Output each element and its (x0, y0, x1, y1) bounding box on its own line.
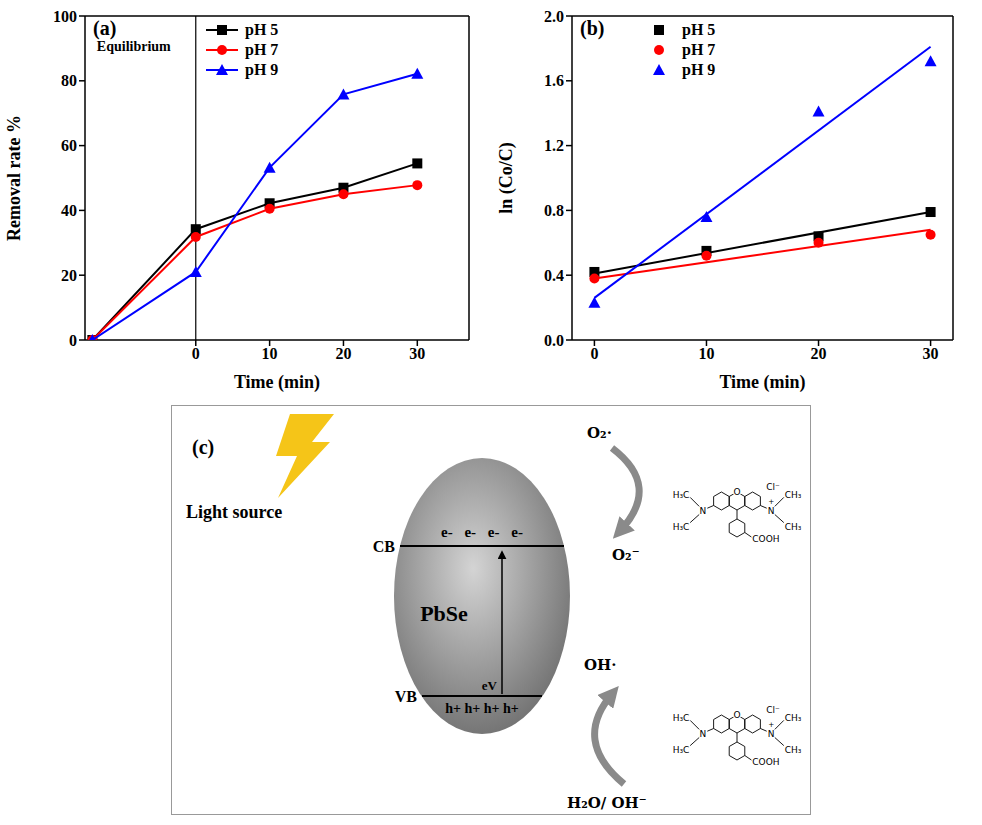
svg-text:Light source: Light source (186, 502, 282, 522)
svg-text:Equilibrium: Equilibrium (97, 39, 171, 54)
svg-text:(c): (c) (192, 436, 214, 459)
svg-text:e- e- e- e-: e- e- e- e- (441, 524, 523, 540)
svg-text:VB: VB (395, 688, 418, 705)
svg-text:H₃C: H₃C (673, 522, 690, 532)
svg-text:40: 40 (61, 202, 77, 219)
svg-text:h+ h+ h+ h+: h+ h+ h+ h+ (445, 701, 519, 716)
svg-text:Time (min): Time (min) (234, 372, 320, 393)
svg-text:Time (min): Time (min) (719, 372, 805, 393)
svg-text:PbSe: PbSe (420, 601, 468, 626)
html-text:pH 7: pH 7 (682, 41, 716, 58)
svg-text:O₂⁻: O₂⁻ (612, 546, 640, 564)
svg-text:2.0: 2.0 (544, 8, 564, 25)
svg-text:30: 30 (409, 345, 425, 362)
svg-text:+: + (768, 720, 774, 729)
svg-text:H₂O/ OH⁻: H₂O/ OH⁻ (567, 794, 647, 812)
svg-text:0: 0 (590, 345, 598, 362)
html-text:pH 5: pH 5 (682, 21, 716, 38)
svg-text:30: 30 (923, 345, 939, 362)
svg-text:100: 100 (53, 8, 77, 25)
svg-text:0: 0 (69, 332, 77, 349)
svg-text:0.0: 0.0 (544, 332, 564, 349)
svg-text:1.2: 1.2 (544, 137, 564, 154)
svg-text:COOH: COOH (752, 534, 779, 544)
svg-text:+: + (768, 497, 774, 506)
svg-text:H₃C: H₃C (673, 490, 690, 500)
html-text:(a): (a) (93, 17, 117, 39)
svg-text:H₃C: H₃C (673, 745, 690, 755)
svg-text:Cl⁻: Cl⁻ (766, 482, 780, 492)
svg-text:N: N (768, 729, 775, 739)
html-text:pH 7: pH 7 (245, 41, 279, 58)
svg-text:0: 0 (192, 345, 200, 362)
svg-text:ln (Co/C): ln (Co/C) (496, 142, 517, 214)
html-text:pH 9: pH 9 (245, 61, 279, 78)
svg-text:0.4: 0.4 (544, 267, 564, 284)
svg-text:20: 20 (335, 345, 351, 362)
svg-text:80: 80 (61, 72, 77, 89)
svg-text:O: O (733, 710, 740, 720)
svg-text:N: N (768, 506, 775, 516)
html-text:pH 5: pH 5 (245, 21, 279, 38)
svg-text:eV: eV (482, 678, 498, 693)
svg-text:N: N (699, 729, 706, 739)
svg-text:H₃C: H₃C (673, 713, 690, 723)
svg-text:10: 10 (698, 345, 714, 362)
svg-text:O₂·: O₂· (587, 424, 612, 442)
svg-text:CH₃: CH₃ (785, 522, 802, 532)
html-text:pH 9: pH 9 (682, 61, 716, 78)
svg-text:20: 20 (61, 267, 77, 284)
svg-text:N: N (699, 506, 706, 516)
html-text:(b): (b) (580, 17, 605, 39)
svg-text:CB: CB (373, 538, 396, 555)
svg-text:COOH: COOH (752, 757, 779, 767)
svg-text:Removal rate %: Removal rate % (4, 115, 24, 241)
svg-text:60: 60 (61, 137, 77, 154)
svg-text:OH·: OH· (584, 656, 616, 674)
svg-text:CH₃: CH₃ (785, 490, 802, 500)
svg-text:1.6: 1.6 (544, 72, 564, 89)
svg-text:CH₃: CH₃ (785, 745, 802, 755)
svg-text:CH₃: CH₃ (785, 713, 802, 723)
svg-text:20: 20 (811, 345, 827, 362)
svg-text:O: O (733, 487, 740, 497)
svg-text:Cl⁻: Cl⁻ (766, 705, 780, 715)
svg-text:10: 10 (262, 345, 278, 362)
svg-text:0.8: 0.8 (544, 202, 564, 219)
